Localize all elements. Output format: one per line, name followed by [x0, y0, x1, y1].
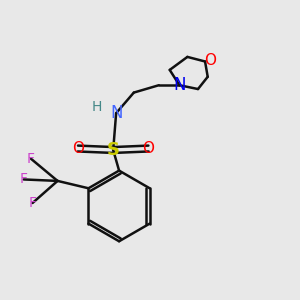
Text: O: O: [142, 141, 154, 156]
Text: H: H: [92, 100, 102, 114]
Text: S: S: [107, 141, 120, 159]
Text: F: F: [28, 196, 37, 210]
Text: N: N: [110, 104, 122, 122]
Text: O: O: [204, 53, 216, 68]
Text: O: O: [72, 141, 84, 156]
Text: F: F: [27, 152, 35, 166]
Text: N: N: [173, 76, 186, 94]
Text: F: F: [20, 172, 28, 186]
